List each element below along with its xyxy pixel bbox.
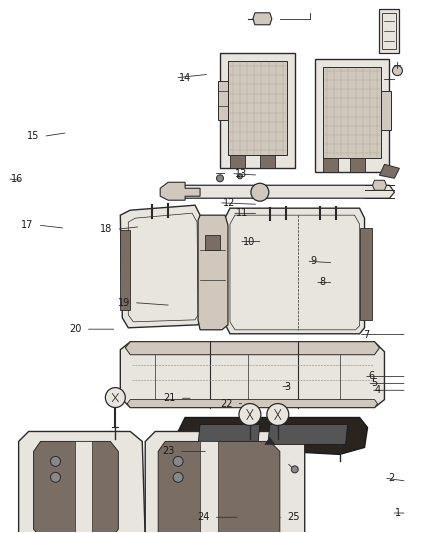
- Text: 12: 12: [223, 198, 235, 208]
- Text: 22: 22: [220, 399, 233, 409]
- Circle shape: [216, 175, 223, 182]
- Text: 8: 8: [319, 278, 325, 287]
- Polygon shape: [314, 59, 389, 172]
- Polygon shape: [158, 441, 280, 533]
- Polygon shape: [75, 441, 92, 533]
- Polygon shape: [145, 432, 305, 533]
- Circle shape: [50, 456, 60, 466]
- Polygon shape: [120, 230, 130, 310]
- Circle shape: [291, 466, 298, 473]
- Text: 7: 7: [363, 329, 369, 340]
- Circle shape: [251, 183, 269, 201]
- Polygon shape: [34, 441, 118, 533]
- Polygon shape: [265, 438, 275, 445]
- Polygon shape: [160, 182, 200, 200]
- Polygon shape: [260, 155, 275, 168]
- Polygon shape: [253, 13, 272, 25]
- Text: 9: 9: [310, 256, 316, 266]
- Text: 25: 25: [288, 512, 300, 522]
- Circle shape: [239, 403, 261, 425]
- Circle shape: [392, 66, 403, 76]
- Text: 10: 10: [243, 237, 255, 247]
- Text: 3: 3: [284, 382, 290, 392]
- Polygon shape: [19, 432, 145, 533]
- Text: 11: 11: [236, 208, 248, 219]
- Text: 2: 2: [388, 473, 394, 483]
- Polygon shape: [381, 91, 392, 131]
- Text: 16: 16: [11, 174, 24, 184]
- Polygon shape: [225, 208, 364, 334]
- Text: 23: 23: [162, 447, 175, 456]
- Polygon shape: [178, 417, 367, 455]
- Polygon shape: [205, 235, 220, 250]
- Text: 5: 5: [371, 378, 378, 389]
- Text: 4: 4: [375, 385, 381, 395]
- Polygon shape: [268, 424, 348, 445]
- Polygon shape: [323, 67, 381, 158]
- Text: 17: 17: [21, 220, 34, 230]
- Circle shape: [173, 472, 183, 482]
- Text: 13: 13: [235, 168, 247, 179]
- Circle shape: [237, 174, 242, 179]
- Polygon shape: [220, 53, 295, 168]
- Polygon shape: [127, 400, 378, 408]
- Text: 6: 6: [368, 372, 374, 382]
- Polygon shape: [228, 61, 287, 155]
- Text: 14: 14: [179, 73, 191, 83]
- Text: 24: 24: [198, 512, 210, 522]
- Polygon shape: [360, 228, 371, 320]
- Text: 18: 18: [100, 224, 113, 235]
- Polygon shape: [350, 158, 364, 172]
- Polygon shape: [165, 185, 395, 198]
- Polygon shape: [372, 180, 386, 190]
- Circle shape: [267, 403, 289, 425]
- Polygon shape: [379, 164, 399, 178]
- Polygon shape: [198, 424, 260, 445]
- Polygon shape: [120, 342, 385, 408]
- Text: 1: 1: [396, 508, 402, 518]
- Text: 15: 15: [27, 131, 39, 141]
- Text: 21: 21: [163, 393, 176, 403]
- Polygon shape: [125, 342, 379, 355]
- Polygon shape: [120, 205, 202, 328]
- Polygon shape: [218, 80, 228, 120]
- Polygon shape: [379, 9, 399, 53]
- Circle shape: [173, 456, 183, 466]
- Polygon shape: [200, 441, 218, 533]
- Polygon shape: [230, 155, 245, 168]
- Polygon shape: [323, 158, 338, 172]
- Circle shape: [50, 472, 60, 482]
- Polygon shape: [198, 215, 228, 330]
- Circle shape: [106, 387, 125, 408]
- Text: 19: 19: [118, 297, 130, 308]
- Text: 20: 20: [70, 324, 82, 334]
